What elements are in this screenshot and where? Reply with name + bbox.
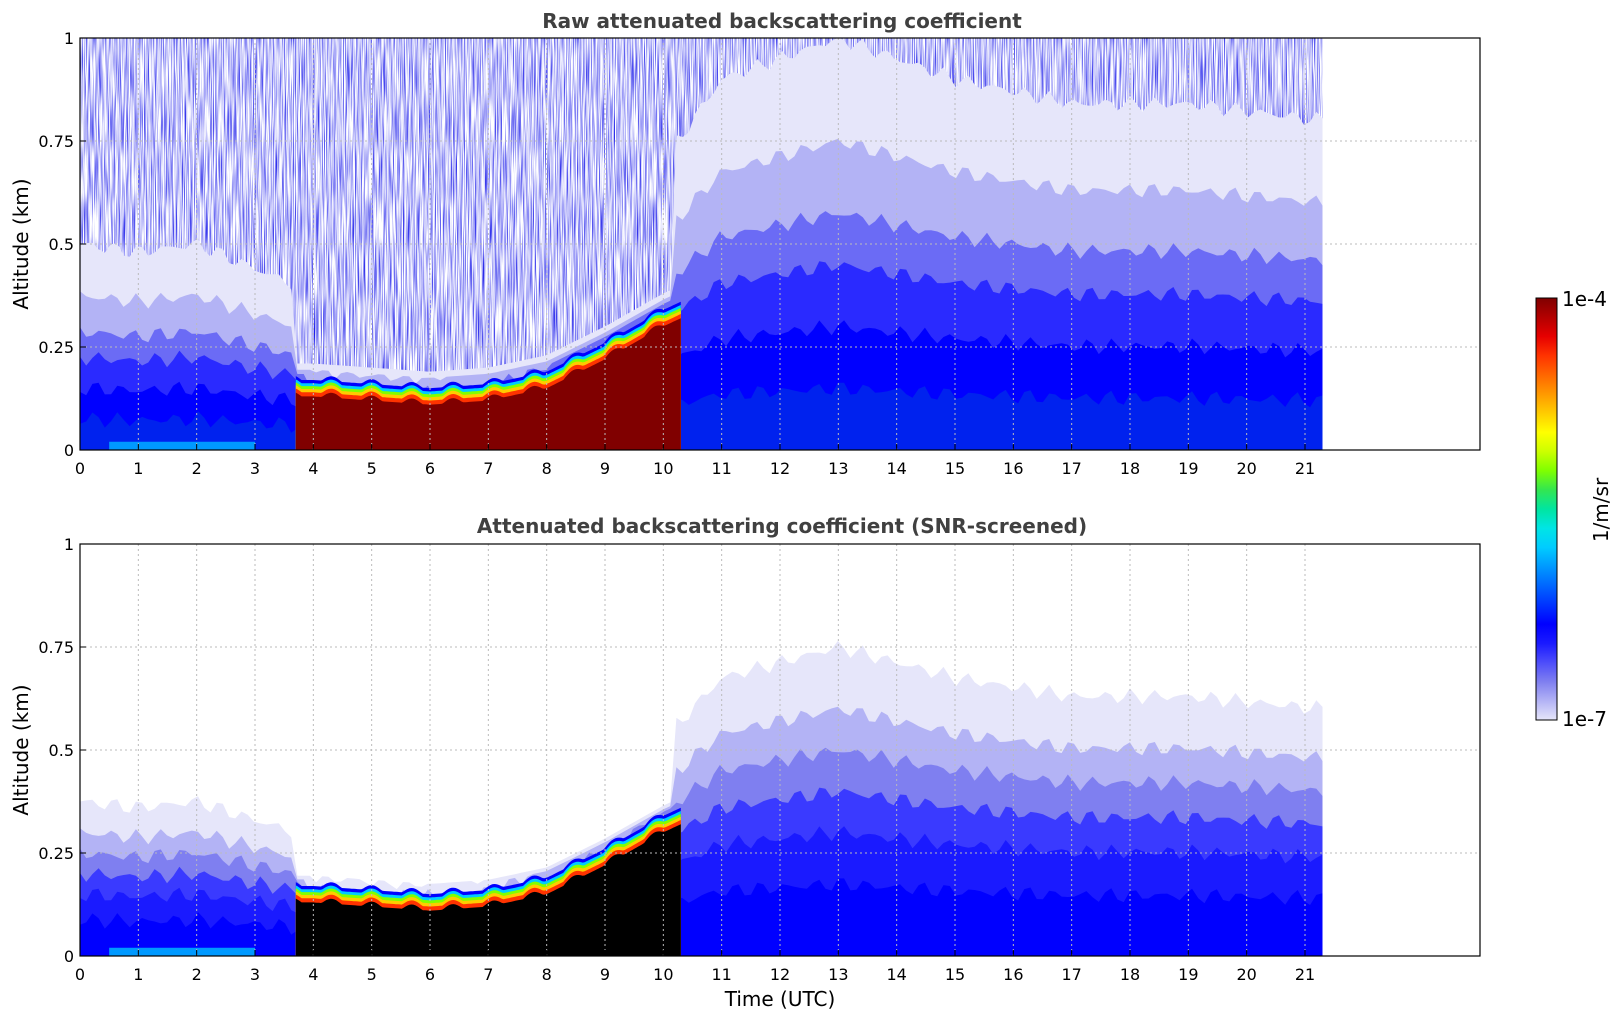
snr-screened-panel: Attenuated backscattering coefficient (S… — [9, 514, 1481, 1011]
x-tick-label: 11 — [711, 459, 731, 478]
x-tick-label: 18 — [1120, 459, 1140, 478]
x-tick-label: 7 — [483, 965, 493, 984]
y-tick-label: 0 — [64, 947, 74, 966]
y-axis-ticks: 0 0.25 0.5 0.75 1 — [38, 535, 86, 966]
x-tick-label: 4 — [308, 965, 318, 984]
x-tick-label: 11 — [711, 965, 731, 984]
x-tick-label: 17 — [1061, 965, 1081, 984]
x-tick-label: 14 — [886, 459, 906, 478]
aerosol-layer — [295, 318, 681, 450]
x-tick-label: 9 — [600, 459, 610, 478]
x-axis-label: Time (UTC) — [724, 987, 836, 1011]
y-axis-label: Altitude (km) — [9, 684, 33, 815]
colorbar-scale — [1535, 297, 1558, 721]
x-tick-label: 20 — [1236, 459, 1256, 478]
x-axis-ticks: 0 1 2 3 4 5 6 7 8 9 10 11 12 13 14 15 16 17 18 19 20 21 — [75, 950, 1315, 984]
y-tick-label: 0.25 — [38, 844, 74, 863]
colorbar-unit-label: 1/m/sr — [1589, 477, 1613, 542]
x-tick-label: 15 — [945, 965, 965, 984]
x-tick-label: 2 — [192, 459, 202, 478]
x-tick-label: 15 — [945, 459, 965, 478]
x-tick-label: 2 — [192, 965, 202, 984]
x-tick-label: 17 — [1061, 459, 1081, 478]
aerosol-layer — [295, 824, 681, 956]
y-axis-ticks: 0 0.25 0.5 0.75 1 — [38, 29, 86, 460]
raw-backscatter-panel: Raw attenuated backscattering coefficien… — [9, 9, 1481, 478]
x-tick-label: 5 — [367, 965, 377, 984]
y-tick-label: 0.75 — [38, 638, 74, 657]
panel-title: Raw attenuated backscattering coefficien… — [542, 9, 1022, 33]
x-tick-label: 13 — [828, 459, 848, 478]
y-tick-label: 0.25 — [38, 338, 74, 357]
x-tick-label: 8 — [542, 459, 552, 478]
y-tick-label: 0.5 — [49, 235, 74, 254]
x-tick-label: 10 — [653, 459, 673, 478]
x-tick-label: 3 — [250, 459, 260, 478]
x-tick-label: 13 — [828, 965, 848, 984]
x-tick-label: 1 — [133, 459, 143, 478]
x-tick-label: 0 — [75, 965, 85, 984]
x-tick-label: 12 — [770, 459, 790, 478]
x-tick-label: 6 — [425, 965, 435, 984]
x-tick-label: 6 — [425, 459, 435, 478]
x-tick-label: 16 — [1003, 965, 1023, 984]
x-tick-label: 10 — [653, 965, 673, 984]
x-tick-label: 19 — [1178, 965, 1198, 984]
grid-lines — [80, 544, 1480, 956]
x-tick-label: 8 — [542, 965, 552, 984]
x-tick-label: 20 — [1236, 965, 1256, 984]
colorbar: 1e-4 1e-7 1/m/sr — [1535, 287, 1613, 731]
y-tick-label: 0.5 — [49, 741, 74, 760]
surface-strip — [109, 947, 256, 956]
x-tick-label: 1 — [133, 965, 143, 984]
x-tick-label: 12 — [770, 965, 790, 984]
surface-strip — [109, 441, 256, 450]
x-tick-label: 21 — [1295, 965, 1315, 984]
x-tick-label: 5 — [367, 459, 377, 478]
panel-title: Attenuated backscattering coefficient (S… — [477, 514, 1087, 538]
y-tick-label: 0.75 — [38, 132, 74, 151]
y-tick-label: 0 — [64, 441, 74, 460]
x-tick-label: 19 — [1178, 459, 1198, 478]
x-tick-label: 16 — [1003, 459, 1023, 478]
x-tick-label: 0 — [75, 459, 85, 478]
y-tick-label: 1 — [64, 535, 74, 554]
x-tick-label: 4 — [308, 459, 318, 478]
colorbar-max-label: 1e-4 — [1562, 287, 1607, 311]
x-tick-label: 3 — [250, 965, 260, 984]
y-tick-label: 1 — [64, 29, 74, 48]
grid-lines — [80, 38, 1480, 450]
x-tick-label: 21 — [1295, 459, 1315, 478]
x-tick-label: 9 — [600, 965, 610, 984]
heatmap-area — [80, 640, 1323, 956]
y-axis-label: Altitude (km) — [9, 178, 33, 309]
colorbar-min-label: 1e-7 — [1562, 707, 1607, 731]
x-axis-ticks: 0 1 2 3 4 5 6 7 8 9 10 11 12 13 14 15 16 17 18 19 20 21 — [75, 444, 1315, 478]
x-tick-label: 14 — [886, 965, 906, 984]
x-tick-label: 18 — [1120, 965, 1140, 984]
x-tick-label: 7 — [483, 459, 493, 478]
